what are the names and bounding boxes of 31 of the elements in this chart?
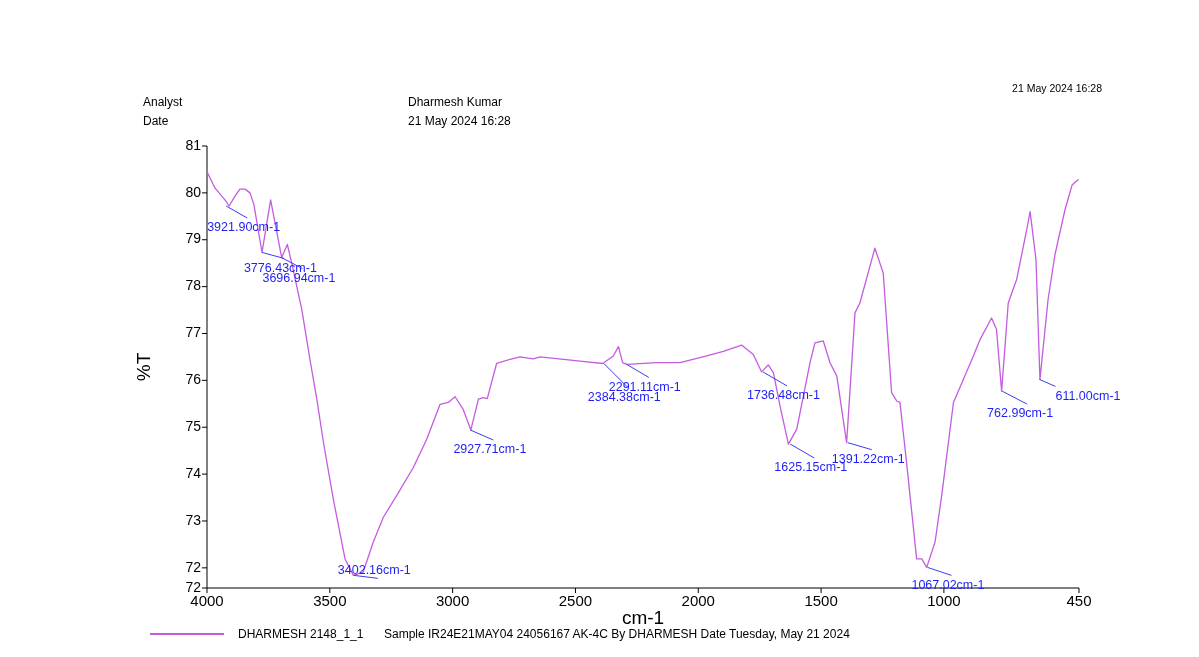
text: Dharmesh Kumar — [408, 95, 503, 109]
x-tick-label: 450 — [1066, 592, 1092, 609]
x-tick-label: 3500 — [313, 592, 347, 609]
x-tick-label: 2000 — [681, 592, 715, 609]
y-tick-label: 75 — [185, 417, 202, 434]
y-tick-label: 73 — [185, 511, 202, 528]
y-tick-label: 76 — [185, 371, 202, 388]
x-tick-label: 3000 — [435, 592, 470, 609]
annotation: 762.99cm-1 — [987, 406, 1054, 421]
x-axis-title: cm-1 — [621, 607, 665, 628]
text: 21 May 2024 16:28 — [1012, 82, 1103, 94]
text: 21 May 2024 16:28 — [408, 114, 512, 128]
y-tick-label: 79 — [185, 230, 202, 247]
x-tick-label: 4000 — [190, 592, 224, 609]
x-tick-label: 1500 — [804, 592, 838, 609]
annotation: 611.00cm-1 — [1055, 388, 1121, 403]
text: Sample IR24E21MAY04 24056167 AK-4C By DHARMESH Date Tuesday, May 21 2024 — [384, 627, 851, 641]
y-tick-label: 80 — [185, 183, 202, 200]
y-axis-title: %T — [133, 352, 154, 382]
y-tick-label: 72 — [185, 578, 202, 595]
text: DHARMESH 2148_1_1 — [238, 627, 364, 641]
y-tick-label: 72 — [185, 558, 202, 575]
text: Analyst — [143, 95, 184, 109]
y-tick-label: 81 — [185, 136, 202, 153]
annotation: 2927.71cm-1 — [453, 442, 527, 457]
x-tick-label: 2500 — [558, 592, 593, 609]
y-tick-label: 74 — [185, 464, 202, 481]
y-tick-label: 77 — [185, 324, 202, 341]
text: Date — [143, 114, 169, 128]
x-tick-label: 1000 — [927, 592, 961, 609]
y-tick-label: 78 — [185, 277, 202, 294]
